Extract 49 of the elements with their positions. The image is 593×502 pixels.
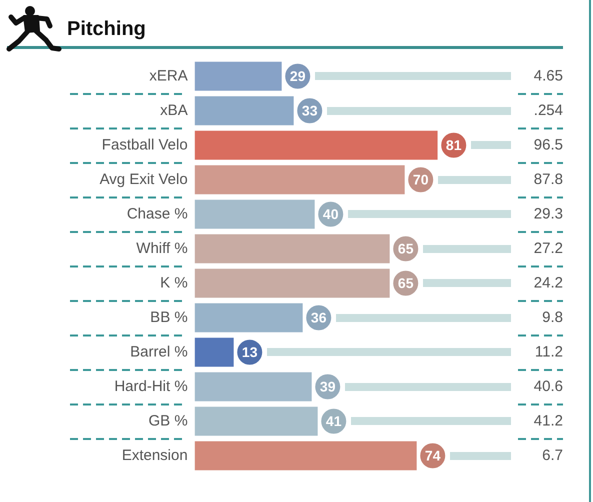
bar bbox=[194, 200, 315, 229]
y-tick-label: GB % bbox=[148, 412, 188, 430]
y2-tick-label: 27.2 bbox=[534, 240, 563, 257]
bar bbox=[194, 372, 312, 402]
y2-tick-label: 24.2 bbox=[534, 274, 563, 292]
bar bbox=[194, 441, 417, 470]
bar bbox=[194, 303, 303, 332]
bar bbox=[194, 406, 318, 436]
y2-tick-label: 29.3 bbox=[534, 205, 563, 222]
y-tick-label: Extension bbox=[122, 446, 188, 464]
y-tick-label: Fastball Velo bbox=[102, 136, 188, 154]
y-tick-label: Chase % bbox=[126, 205, 188, 222]
y2-tick-label: 41.2 bbox=[534, 412, 563, 430]
bar bbox=[194, 165, 405, 194]
data-label: 29 bbox=[290, 68, 306, 84]
y2-tick-label: .254 bbox=[534, 102, 563, 119]
y2-tick-label: 40.6 bbox=[534, 378, 563, 395]
y-tick-label: Avg Exit Velo bbox=[100, 170, 188, 188]
y2-tick-label: 96.5 bbox=[534, 136, 563, 154]
data-label: 33 bbox=[302, 102, 318, 119]
data-label: 40 bbox=[322, 206, 339, 222]
y-tick-label: xERA bbox=[149, 67, 188, 84]
y-tick-label: xBA bbox=[160, 102, 188, 119]
data-label: 36 bbox=[310, 310, 327, 326]
y2-tick-label: 87.8 bbox=[534, 170, 563, 188]
chart-title: Pitching bbox=[67, 17, 146, 41]
bar bbox=[194, 268, 390, 298]
data-label: 39 bbox=[320, 378, 336, 395]
y-tick-label: BB % bbox=[150, 308, 188, 326]
y2-tick-label: 11.2 bbox=[534, 343, 563, 360]
bar bbox=[194, 234, 390, 264]
bar bbox=[194, 130, 438, 160]
data-label: 41 bbox=[326, 413, 342, 430]
y2-tick-label: 9.8 bbox=[542, 308, 563, 326]
y2-tick-label: 6.7 bbox=[542, 446, 563, 464]
data-label: 81 bbox=[446, 137, 462, 154]
data-label: 70 bbox=[412, 172, 429, 188]
y-tick-label: K % bbox=[160, 274, 188, 292]
bar bbox=[194, 338, 234, 367]
y2-tick-label: 4.65 bbox=[534, 67, 563, 84]
data-label: 74 bbox=[424, 448, 441, 464]
bar bbox=[194, 62, 282, 91]
y-tick-label: Hard-Hit % bbox=[114, 378, 188, 395]
data-label: 13 bbox=[242, 344, 258, 360]
data-label: 65 bbox=[398, 240, 414, 257]
y-tick-label: Whiff % bbox=[136, 240, 188, 257]
bar bbox=[194, 96, 294, 126]
y-tick-label: Barrel % bbox=[130, 343, 188, 360]
data-label: 65 bbox=[398, 275, 414, 292]
